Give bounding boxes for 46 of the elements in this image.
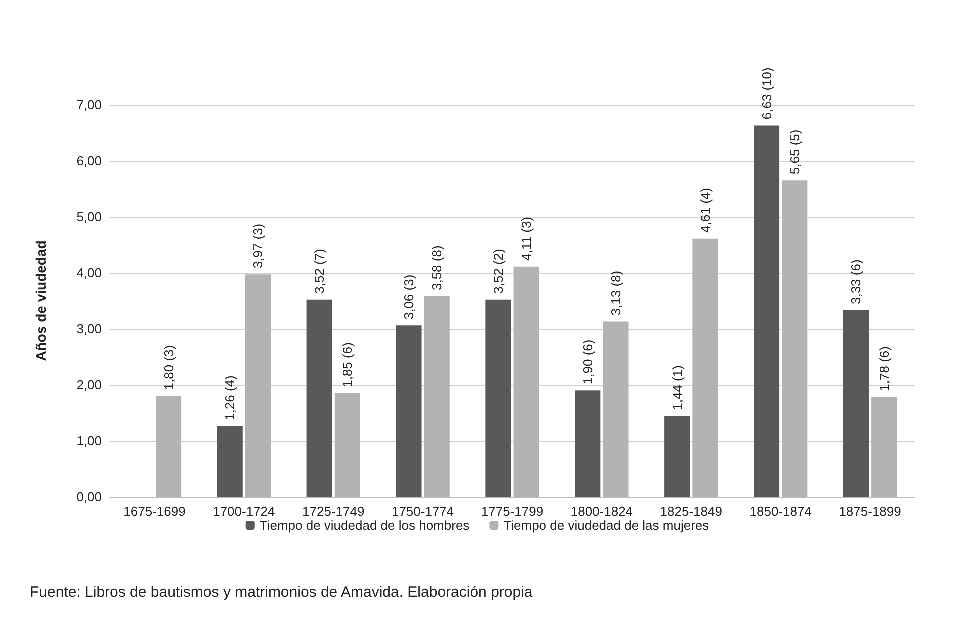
- y-tick-label: 1,00: [76, 434, 102, 448]
- y-tick-label: 2,00: [76, 378, 102, 392]
- x-tick-label: 1750-1774: [392, 504, 454, 519]
- bar: [754, 126, 780, 497]
- source-note: Fuente: Libros de bautismos y matrimonios de Amavida. Elaboración propia: [30, 584, 534, 601]
- y-tick-label: 4,00: [76, 266, 102, 280]
- bar: [306, 300, 332, 497]
- legend-label: Tiempo de viudedad de los hombres: [260, 518, 470, 533]
- x-tick-label: 1825-1849: [660, 504, 722, 519]
- y-tick-label: 3,00: [76, 322, 102, 336]
- x-tick-label: 1700-1724: [213, 504, 276, 519]
- bar: [843, 310, 869, 497]
- data-label: 3,33 (6): [848, 260, 864, 305]
- bar: [217, 426, 243, 497]
- data-label: 3,13 (8): [608, 270, 624, 316]
- data-label: 4,11 (3): [519, 216, 534, 261]
- y-axis-title: Años de viudedad: [33, 240, 49, 362]
- data-label: 3,58 (8): [430, 246, 445, 291]
- data-label: 5,65 (5): [787, 130, 802, 175]
- x-tick-label: 1875-1899: [839, 504, 902, 519]
- data-label: 3,52 (7): [312, 249, 328, 294]
- bar: [575, 390, 601, 497]
- data-label: 3,06 (3): [402, 274, 416, 320]
- data-label: 1,26 (4): [222, 376, 238, 420]
- data-label: 1,78 (6): [876, 346, 892, 392]
- bar: [664, 416, 690, 497]
- data-label: 4,61 (4): [698, 188, 713, 233]
- x-tick-label: 1675-1699: [124, 504, 186, 519]
- data-label: 3,97 (3): [250, 224, 266, 269]
- data-label: 1,80 (3): [161, 345, 176, 390]
- bar: [486, 300, 512, 497]
- legend-label: Tiempo de viudedad de las mujeres: [504, 518, 710, 533]
- y-tick-label: 6,00: [76, 154, 102, 168]
- data-label: 1,85 (6): [340, 342, 356, 388]
- x-tick-label: 1850-1874: [750, 504, 812, 519]
- data-label: 3,52 (2): [490, 249, 506, 294]
- y-tick-label: 7,00: [76, 98, 102, 112]
- x-tick-label: 1725-1749: [302, 504, 365, 519]
- x-tick-label: 1800-1824: [570, 504, 634, 519]
- y-tick-label: 5,00: [76, 210, 102, 224]
- bar: [396, 326, 422, 497]
- data-label: 6,63 (10): [759, 68, 774, 120]
- y-tick-label: 0,00: [76, 490, 102, 504]
- data-label: 1,44 (1): [670, 366, 685, 410]
- x-tick-label: 1775-1799: [481, 504, 544, 519]
- data-label: 1,90 (6): [580, 340, 596, 385]
